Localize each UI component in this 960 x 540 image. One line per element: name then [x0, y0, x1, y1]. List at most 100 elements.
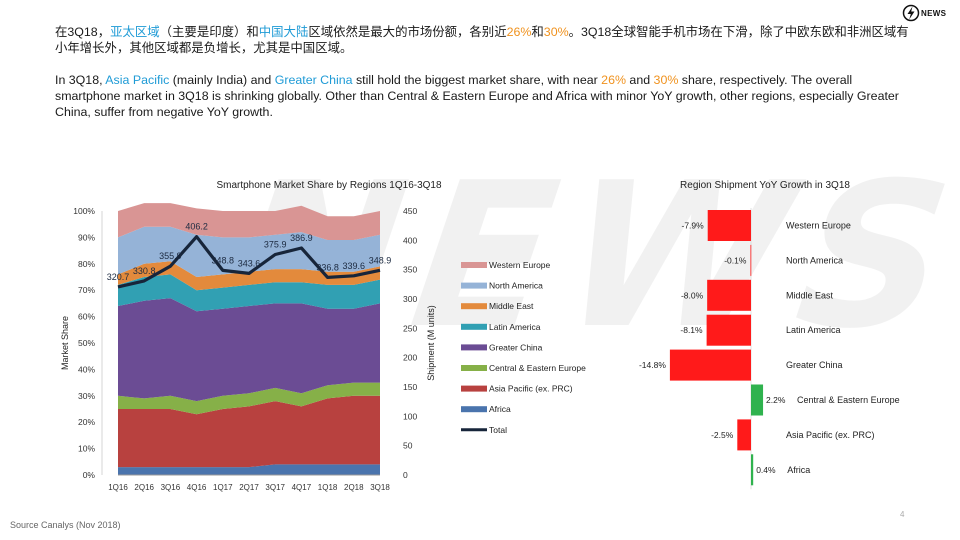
y-tick-label: 40% — [78, 364, 95, 374]
market-share-chart: 0% 10% 20% 30% 40% 50% 60% 70% 80% 90% 100% 0 50 100 1… — [60, 203, 586, 492]
y-tick-label: 70% — [78, 285, 95, 295]
y-tick-label: 10% — [78, 444, 95, 454]
legend-label: Africa — [489, 404, 511, 414]
legend-label: Total — [489, 425, 507, 435]
y-axis-label: Market Share — [60, 316, 70, 370]
legend-swatch — [461, 365, 487, 371]
total-value-label: 343.6 — [238, 258, 261, 268]
total-value-label: 330.8 — [133, 266, 156, 276]
area-africa — [118, 464, 380, 475]
yoy-bar — [751, 454, 754, 486]
y2-tick-label: 100 — [403, 411, 417, 421]
summary-english: In 3Q18, Asia Pacific (mainly India) and… — [55, 73, 899, 119]
page-number: 4 — [900, 510, 905, 519]
share-26-en: 26% — [601, 73, 626, 87]
legend-label: North America — [489, 281, 543, 291]
area-latin-america — [118, 274, 380, 312]
x-tick-label: 1Q17 — [213, 483, 233, 492]
yoy-bar — [707, 210, 751, 241]
x-tick-label: 1Q18 — [318, 483, 338, 492]
total-value-label: 336.8 — [316, 262, 339, 272]
yoy-value-label: -2.5% — [711, 430, 734, 440]
yoy-category-label: Latin America — [786, 325, 841, 335]
legend-swatch — [461, 406, 487, 413]
greater-china-cn: 中国大陆 — [258, 25, 309, 39]
yoy-bar — [737, 419, 751, 451]
y2-tick-label: 450 — [403, 206, 417, 216]
x-tick-label: 3Q17 — [265, 483, 285, 492]
yoy-value-label: -8.1% — [680, 325, 703, 335]
y2-tick-label: 200 — [403, 353, 417, 363]
legend-label: Central & Eastern Europe — [489, 363, 586, 373]
y2-tick-label: 300 — [403, 294, 417, 304]
legend-label: Greater China — [489, 342, 543, 352]
legend-swatch — [461, 262, 487, 268]
y-tick-label: 90% — [78, 232, 95, 242]
y2-tick-label: 50 — [403, 441, 413, 451]
total-value-label: 355.9 — [159, 251, 182, 261]
legend-swatch — [461, 282, 487, 289]
yoy-value-label: -7.9% — [681, 221, 704, 231]
yoy-bar — [707, 279, 751, 311]
x-tick-label: 2Q18 — [344, 483, 364, 492]
share-30-en: 30% — [653, 73, 679, 87]
y-tick-label: 0% — [83, 470, 96, 480]
logo-label: NEWS — [921, 9, 947, 18]
lightning-icon — [902, 4, 920, 22]
y2-tick-label: 150 — [403, 382, 417, 392]
y-tick-label: 30% — [78, 391, 95, 401]
yoy-value-label: -8.0% — [681, 290, 704, 300]
x-tick-label: 3Q18 — [370, 483, 390, 492]
yoy-bar — [669, 349, 751, 381]
yoy-bar — [751, 384, 764, 416]
area-asia-pacific-ex-prc- — [118, 395, 380, 468]
total-value-label: 339.6 — [343, 261, 366, 271]
total-value-label: 348.9 — [369, 255, 392, 265]
yoy-category-label: Central & Eastern Europe — [797, 395, 900, 405]
yoy-category-label: Greater China — [786, 360, 843, 370]
area-middle-east — [118, 261, 380, 291]
share-26-cn: 26% — [506, 25, 532, 39]
total-value-label: 375.9 — [264, 239, 287, 249]
total-value-label: 348.8 — [212, 255, 235, 265]
legend-swatch — [461, 344, 487, 351]
y-tick-label: 80% — [78, 259, 95, 269]
yoy-growth-chart-title: Region Shipment YoY Growth in 3Q18 — [680, 180, 850, 191]
source-note: Source Canalys (Nov 2018) — [10, 520, 121, 530]
asia-pacific-cn: 亚太区域 — [110, 25, 160, 39]
legend-swatch — [461, 385, 487, 392]
area-western-europe — [118, 203, 380, 240]
summary-chinese: 在3Q18，亚太区域（主要是印度）和中国大陆区域依然是最大的市场份额，各别近26… — [55, 25, 909, 55]
yoy-value-label: 0.4% — [756, 465, 776, 475]
legend-swatch — [461, 323, 487, 330]
legend-label: Latin America — [489, 322, 541, 332]
x-tick-label: 3Q16 — [161, 483, 181, 492]
y-tick-label: 60% — [78, 312, 95, 322]
market-share-chart-title: Smartphone Market Share by Regions 1Q16-… — [216, 180, 442, 191]
y2-tick-label: 0 — [403, 470, 408, 480]
yoy-growth-chart: -7.9% Western Europe -0.1% North America -8.… — [639, 208, 900, 490]
total-value-label: 320.7 — [107, 272, 130, 282]
x-tick-label: 2Q17 — [239, 483, 259, 492]
legend-label: Western Europe — [489, 260, 551, 270]
legend-swatch — [461, 303, 487, 310]
y2-tick-label: 400 — [403, 235, 417, 245]
legend-label: Asia Pacific (ex. PRC) — [489, 384, 573, 394]
area-central-eastern-europe — [118, 382, 380, 415]
yoy-category-label: Africa — [787, 465, 810, 475]
yoy-category-label: Middle East — [786, 290, 834, 300]
y-tick-label: 50% — [78, 338, 95, 348]
greater-china-en: Greater China — [274, 73, 353, 87]
legend-label: Middle East — [489, 301, 534, 311]
brand-logo: NEWS — [902, 4, 948, 24]
yoy-value-label: 2.2% — [766, 395, 786, 405]
asia-pacific-en: Asia Pacific — [105, 73, 170, 87]
yoy-category-label: North America — [786, 255, 843, 265]
yoy-bar — [706, 314, 751, 346]
yoy-value-label: -0.1% — [724, 255, 747, 265]
yoy-bar — [750, 244, 752, 276]
area-greater-china — [118, 298, 380, 402]
yoy-category-label: Asia Pacific (ex. PRC) — [786, 430, 875, 440]
yoy-value-label: -14.8% — [639, 360, 666, 370]
total-value-label: 406.2 — [185, 222, 208, 232]
